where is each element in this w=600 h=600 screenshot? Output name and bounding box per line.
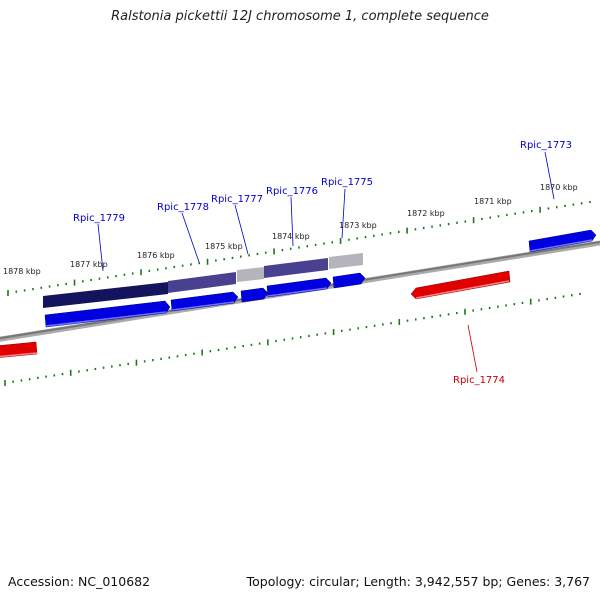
- kbp-label-1877: 1877 kbp: [70, 260, 108, 269]
- reverse-strand-genes: [0, 270, 511, 358]
- gene-arrow-rpic-1774[interactable]: [410, 270, 511, 300]
- homology-block-grey-2: [329, 253, 363, 269]
- gene-labels: Rpic_1779 Rpic_1778 Rpic_1777 Rpic_1776 …: [73, 140, 572, 386]
- inner-scale-ticks: [4, 292, 581, 386]
- sequence-summary: Topology: circular; Length: 3,942,557 bp…: [246, 574, 590, 589]
- gene-arrow-rpic-1776[interactable]: [266, 277, 332, 298]
- kbp-labels: 1878 kbp 1877 kbp 1876 kbp 1875 kbp 1874…: [3, 183, 578, 276]
- gene-label-rpic-1779[interactable]: Rpic_1779: [73, 213, 125, 224]
- gene-label-rpic-1773[interactable]: Rpic_1773: [520, 140, 572, 151]
- kbp-label-1871: 1871 kbp: [474, 197, 512, 206]
- gene-label-rpic-1776[interactable]: Rpic_1776: [266, 186, 318, 197]
- gene-label-rpic-1777[interactable]: Rpic_1777: [211, 194, 263, 205]
- homology-block-mid-1: [168, 272, 236, 293]
- map-title: Ralstonia pickettii 12J chromosome 1, co…: [111, 9, 489, 24]
- accession-label: Accession: NC_010682: [8, 574, 151, 589]
- gene-arrow-rpic-1779[interactable]: [44, 300, 171, 328]
- homology-block-dark: [43, 282, 168, 308]
- homology-block-mid-2: [264, 258, 328, 278]
- kbp-label-1874: 1874 kbp: [272, 232, 310, 241]
- homology-block-grey-1: [237, 267, 264, 282]
- gene-label-rpic-1774[interactable]: Rpic_1774: [453, 375, 505, 386]
- forward-strand-genes: [44, 229, 597, 328]
- kbp-label-1873: 1873 kbp: [339, 221, 377, 230]
- kbp-label-1878: 1878 kbp: [3, 267, 41, 276]
- kbp-label-1870: 1870 kbp: [540, 183, 578, 192]
- gene-label-rpic-1775[interactable]: Rpic_1775: [321, 177, 373, 188]
- gene-arrow-rpic-1777[interactable]: [240, 287, 269, 303]
- gene-arrow-rpic-1778[interactable]: [170, 291, 239, 312]
- gene-arrow-rpic-1773[interactable]: [528, 229, 597, 253]
- kbp-label-1875: 1875 kbp: [205, 242, 243, 251]
- gene-label-rpic-1778[interactable]: Rpic_1778: [157, 202, 209, 213]
- homology-track: [43, 253, 363, 308]
- kbp-label-1876: 1876 kbp: [137, 251, 175, 260]
- gene-leader-lines: [97, 151, 555, 373]
- kbp-label-1872: 1872 kbp: [407, 209, 445, 218]
- outer-scale-ticks: [7, 200, 591, 296]
- gene-arrow-rpic-1775[interactable]: [332, 272, 366, 289]
